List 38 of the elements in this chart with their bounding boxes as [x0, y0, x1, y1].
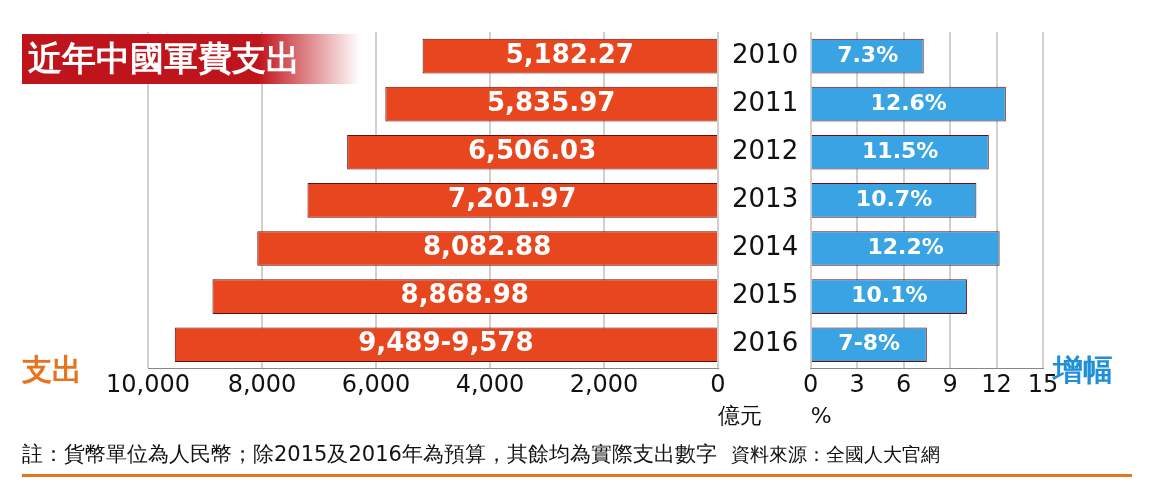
x-tick-label: 9 — [942, 370, 958, 399]
data-label: 5,182.27 — [505, 38, 634, 69]
y-tick-label: 2012 — [732, 135, 799, 166]
data-label: 8,868.98 — [400, 279, 529, 310]
y-tick-label: 2011 — [732, 86, 799, 117]
data-label: 7,201.97 — [448, 183, 577, 214]
y-tick-label: 2015 — [732, 279, 799, 310]
x-tick-label: 3 — [849, 370, 865, 399]
x-tick-label: 12 — [981, 370, 1012, 399]
data-label: 7-8% — [838, 330, 901, 356]
data-label: 9,489-9,578 — [358, 327, 534, 358]
data-label: 11.5% — [862, 138, 939, 163]
chart-title: 近年中國軍費支出 — [22, 34, 360, 84]
x-tick-label: 0 — [710, 370, 726, 399]
x-axis-title: % — [810, 402, 832, 428]
y-tick-label: 2016 — [732, 327, 799, 358]
y-tick-label: 2013 — [732, 183, 799, 214]
x-tick-label: 0 — [802, 370, 819, 399]
x-tick-label: 4,000 — [455, 370, 525, 399]
x-tick-label: 10,000 — [106, 370, 190, 399]
source-note: 資料來源：全國人大官網 — [730, 442, 940, 467]
x-tick-label: 6,000 — [341, 370, 411, 399]
data-label: 6,506.03 — [467, 135, 597, 166]
y-tick-label: 2014 — [732, 231, 799, 262]
y-axis-title: 支出 — [22, 351, 82, 389]
x-tick-label: 8,000 — [227, 370, 297, 399]
data-label: 12.2% — [867, 234, 944, 260]
data-label: 8,082.88 — [422, 231, 552, 262]
x-tick-label: 6 — [895, 370, 912, 399]
data-label: 5,835.97 — [487, 86, 616, 117]
x-axis-title: 億元 — [718, 402, 762, 428]
data-label: 10.1% — [851, 282, 928, 308]
data-label: 7.3% — [837, 41, 899, 67]
text: 註：貨幣單位為人民幣；除2015及2016年為預算，其餘均為實際支出數字 — [22, 441, 717, 468]
x-tick-label: 2,000 — [569, 370, 639, 399]
y-tick-label: 2010 — [732, 38, 799, 69]
data-label: 12.6% — [870, 89, 947, 115]
data-label: 10.7% — [855, 186, 933, 212]
